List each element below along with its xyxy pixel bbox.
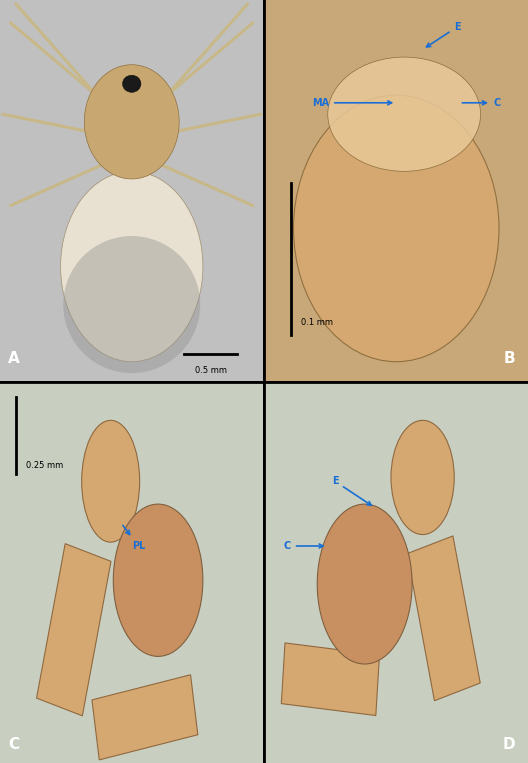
Polygon shape (36, 544, 111, 716)
Text: A: A (8, 350, 20, 365)
Ellipse shape (391, 420, 454, 535)
Text: 0.1 mm: 0.1 mm (301, 318, 333, 327)
Ellipse shape (82, 420, 139, 542)
Text: MA: MA (312, 98, 392, 108)
Ellipse shape (294, 95, 499, 362)
Ellipse shape (61, 172, 203, 362)
Polygon shape (281, 643, 380, 716)
Text: E: E (427, 21, 461, 47)
Text: E: E (332, 476, 371, 505)
Text: 0.5 mm: 0.5 mm (195, 365, 227, 375)
Text: C: C (463, 98, 501, 108)
Text: C: C (8, 736, 19, 752)
Text: PL: PL (123, 526, 145, 551)
Text: B: B (503, 350, 515, 365)
Text: C: C (284, 541, 323, 551)
Ellipse shape (328, 57, 480, 172)
Ellipse shape (122, 76, 141, 92)
Text: 0.25 mm: 0.25 mm (26, 461, 63, 470)
Polygon shape (92, 674, 198, 760)
Text: D: D (502, 736, 515, 752)
Ellipse shape (114, 504, 203, 656)
Ellipse shape (317, 504, 412, 664)
Ellipse shape (84, 65, 179, 179)
Ellipse shape (63, 236, 200, 373)
Polygon shape (407, 536, 480, 700)
